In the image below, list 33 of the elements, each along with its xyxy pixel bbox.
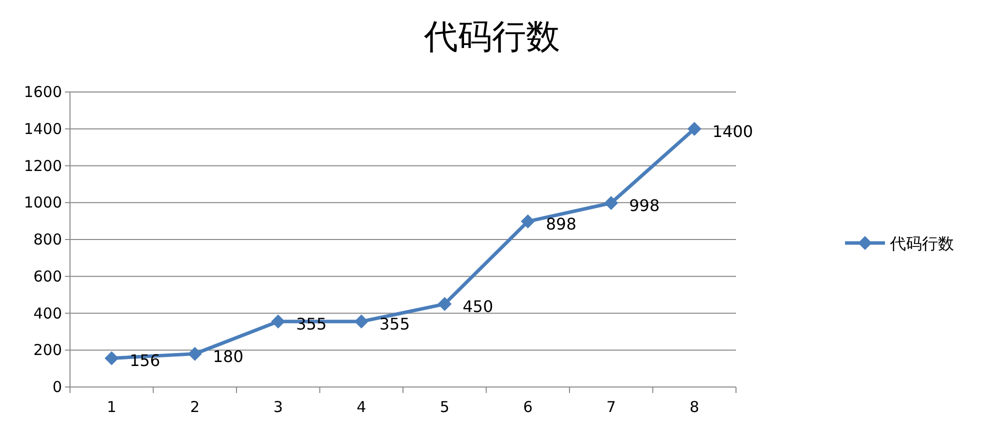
data-label: 1400 bbox=[712, 122, 754, 141]
y-tick-label: 200 bbox=[33, 341, 62, 360]
point bbox=[188, 346, 202, 361]
x-tick-label: 7 bbox=[606, 398, 616, 416]
legend-label: 代码行数 bbox=[889, 234, 954, 253]
y-tick-label: 800 bbox=[33, 230, 62, 248]
chart-title: 代码行数 bbox=[423, 17, 560, 57]
point bbox=[604, 196, 618, 210]
data-label: 450 bbox=[462, 297, 494, 316]
x-tick-label: 3 bbox=[273, 398, 283, 416]
x-tick-label: 2 bbox=[190, 398, 200, 416]
x-tick-label: 5 bbox=[440, 398, 450, 416]
y-tick-label: 1400 bbox=[24, 120, 62, 138]
point bbox=[104, 351, 119, 366]
x-tick-label: 6 bbox=[523, 398, 533, 416]
point bbox=[687, 122, 702, 136]
x-tick-label: 8 bbox=[690, 398, 700, 416]
data-label: 180 bbox=[212, 346, 244, 366]
data-label: 998 bbox=[629, 196, 660, 215]
y-tick-label: 600 bbox=[33, 267, 62, 286]
point bbox=[438, 297, 452, 312]
point bbox=[271, 314, 286, 329]
x-tick-label: 4 bbox=[356, 398, 366, 416]
point bbox=[520, 214, 535, 228]
y-tick-label: 400 bbox=[33, 304, 62, 322]
y-tick-label: 0 bbox=[52, 378, 62, 396]
x-tick-label: 1 bbox=[106, 398, 116, 416]
y-tick-label: 1000 bbox=[24, 194, 62, 212]
y-tick-label: 1200 bbox=[24, 156, 62, 175]
point bbox=[354, 314, 368, 329]
y-tick-label: 1600 bbox=[24, 83, 62, 101]
data-label: 898 bbox=[546, 214, 576, 234]
data-label: 355 bbox=[379, 314, 410, 334]
